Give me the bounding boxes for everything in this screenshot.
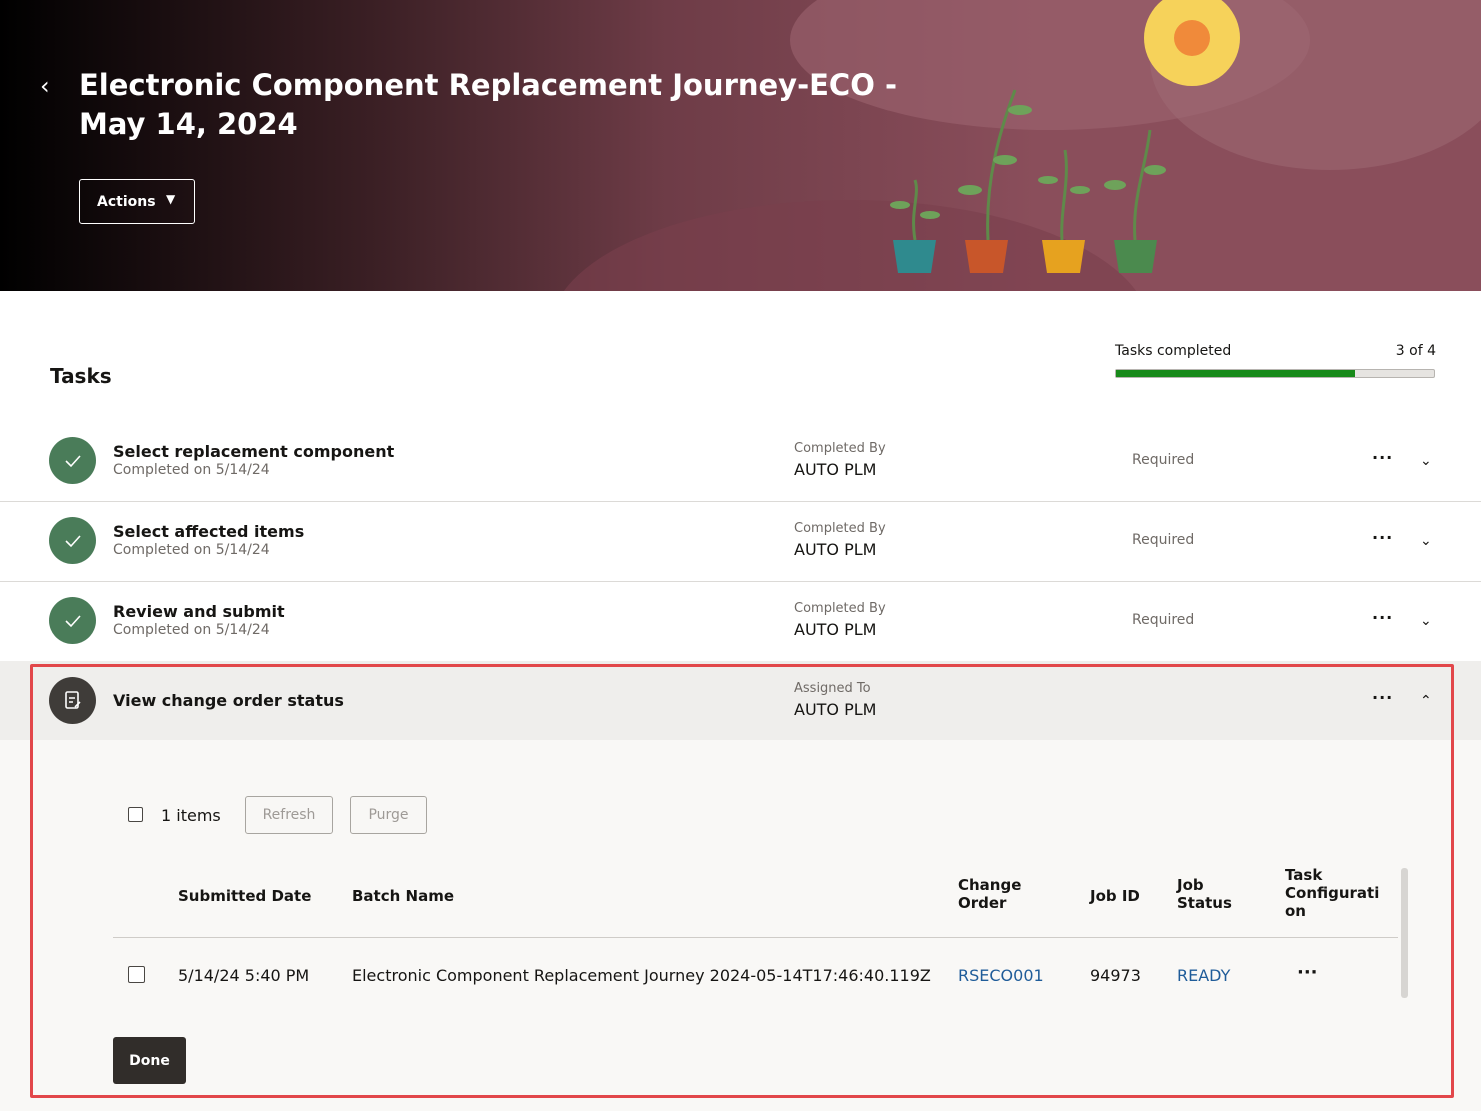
header-illustration <box>563 0 1481 291</box>
page-title: Electronic Component Replacement Journey… <box>79 68 898 102</box>
column-header[interactable]: Submitted Date <box>178 887 312 905</box>
task-name[interactable]: Select replacement component <box>113 442 395 461</box>
task-menu[interactable]: ··· <box>1372 608 1394 627</box>
row-checkbox[interactable] <box>128 966 145 983</box>
table-divider <box>113 937 1398 938</box>
column-header[interactable]: Task Configuration <box>1285 866 1380 920</box>
cell: 5/14/24 5:40 PM <box>178 966 310 985</box>
completed-icon <box>49 437 96 484</box>
done-button[interactable]: Done <box>113 1037 186 1084</box>
column-header[interactable]: Job ID <box>1090 887 1140 905</box>
back-button[interactable]: ‹ <box>40 72 50 100</box>
cell: Electronic Component Replacement Journey… <box>352 966 931 985</box>
completed-icon <box>49 597 96 644</box>
person-name: AUTO PLM <box>794 700 877 719</box>
header-banner: ‹ Electronic Component Replacement Journ… <box>0 0 1481 291</box>
page-title: May 14, 2024 <box>79 107 298 141</box>
person-label: Assigned To <box>794 681 871 696</box>
task-name[interactable]: Review and submit <box>113 602 285 621</box>
required-label: Required <box>1132 532 1195 548</box>
progress-label: Tasks completed <box>1115 343 1232 359</box>
person-name: AUTO PLM <box>794 620 877 639</box>
cell: 94973 <box>1090 966 1141 985</box>
progress-fill <box>1116 370 1355 377</box>
highlight-box <box>30 664 1454 1098</box>
required-label: Required <box>1132 452 1195 468</box>
person-label: Completed By <box>794 521 886 536</box>
button-label: Actions <box>97 194 156 210</box>
scrollbar[interactable] <box>1401 868 1408 998</box>
row-separator <box>0 501 1481 502</box>
task-name[interactable]: View change order status <box>113 691 344 710</box>
completed-icon <box>49 517 96 564</box>
person-name: AUTO PLM <box>794 540 877 559</box>
expand-toggle[interactable]: ⌄ <box>1420 613 1432 629</box>
row-separator <box>0 581 1481 582</box>
job-status-link[interactable]: READY <box>1177 966 1231 985</box>
task-status: Completed on 5/14/24 <box>113 622 270 638</box>
expand-toggle[interactable]: ⌄ <box>1420 533 1432 549</box>
column-header[interactable]: Job Status <box>1177 876 1232 912</box>
purge-button[interactable]: Purge <box>350 796 427 834</box>
column-header[interactable]: Batch Name <box>352 887 454 905</box>
person-label: Completed By <box>794 441 886 456</box>
actions-button[interactable]: Actions ▼ <box>79 179 195 224</box>
task-icon <box>49 677 96 724</box>
task-menu[interactable]: ··· <box>1372 448 1394 467</box>
section-title: Tasks <box>50 364 112 388</box>
refresh-button[interactable]: Refresh <box>245 796 333 834</box>
expanded-task-header[interactable] <box>0 661 1481 740</box>
task-name[interactable]: Select affected items <box>113 522 305 541</box>
task-menu[interactable]: ··· <box>1372 528 1394 547</box>
person-name: AUTO PLM <box>794 460 877 479</box>
person-label: Completed By <box>794 601 886 616</box>
required-label: Required <box>1132 612 1195 628</box>
expand-toggle[interactable]: ⌃ <box>1420 693 1432 709</box>
dropdown-icon: ▼ <box>166 192 176 206</box>
column-header[interactable]: Change Order <box>958 876 1022 912</box>
task-status: Completed on 5/14/24 <box>113 542 270 558</box>
progress-track <box>1115 369 1435 378</box>
progress-count: 3 of 4 <box>1395 343 1436 359</box>
task-status: Completed on 5/14/24 <box>113 462 270 478</box>
expand-toggle[interactable]: ⌄ <box>1420 453 1432 469</box>
item-count: 1 items <box>161 806 221 825</box>
change-order-link[interactable]: RSECO001 <box>958 966 1044 985</box>
task-menu[interactable]: ··· <box>1372 688 1394 707</box>
select-all-checkbox[interactable] <box>128 807 143 822</box>
row-menu[interactable]: ··· <box>1297 962 1318 983</box>
